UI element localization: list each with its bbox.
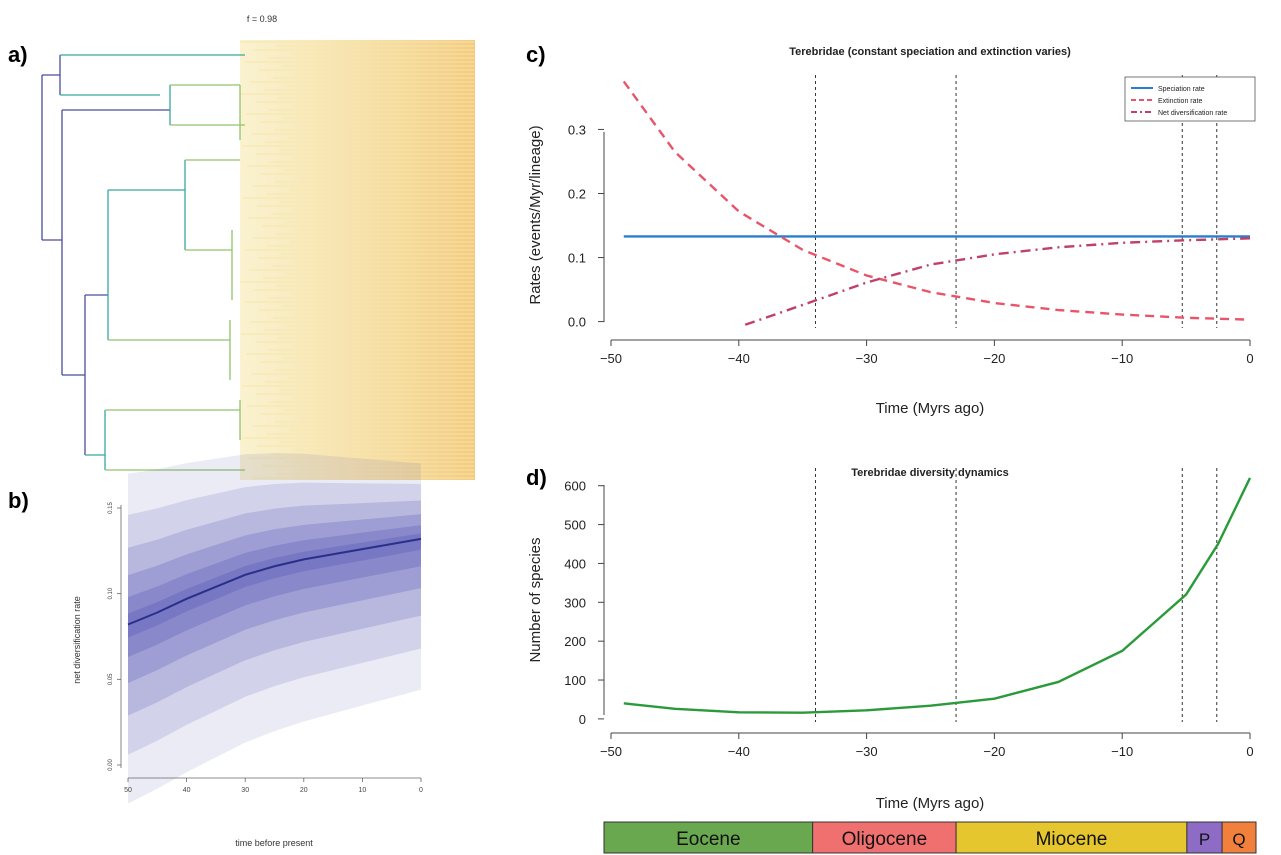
chart-d-xlabel: Time (Myrs ago) — [876, 795, 985, 812]
chart-c-legend-box — [1124, 76, 1256, 122]
chart-d-y-tick-label: 500 — [564, 518, 586, 533]
chart-b-y-tick-label: 0.15 — [108, 502, 114, 514]
epoch-label: Eocene — [676, 829, 740, 850]
chart-d-epoch-lines — [814, 468, 1218, 722]
chart-c-y-tick-label: 0.3 — [568, 122, 586, 137]
geologic-timescale: Eocene Oligocene Miocene P Q — [603, 821, 1257, 854]
chart-d-y-tick-label: 200 — [564, 634, 586, 649]
chart-d-x-tick-label: −30 — [856, 744, 878, 759]
chart-c-x-tick-label: −50 — [600, 351, 622, 366]
chart-b-x-tick-label: 30 — [241, 787, 249, 794]
chart-c-legend-label: Extinction rate — [1158, 98, 1202, 105]
panel-letter-c: c) — [526, 42, 546, 67]
chart-b-x-tick-label: 50 — [124, 787, 132, 794]
chart-d-y-tick-label: 0 — [579, 712, 586, 727]
tree-label: f = 0.98 — [247, 14, 277, 24]
chart-d-x-tick-label: −20 — [983, 744, 1005, 759]
epoch-oligocene — [812, 821, 957, 854]
chart-b-xlabel: time before present — [235, 838, 313, 848]
chart-d-x-tick-label: −50 — [600, 744, 622, 759]
epoch-label: Oligocene — [842, 829, 928, 850]
chart-d-series-line — [623, 477, 1252, 714]
chart-c-xlabel: Time (Myrs ago) — [876, 400, 985, 417]
chart-c-series-line — [744, 237, 1251, 326]
chart-d-x-tick-label: −10 — [1111, 744, 1133, 759]
chart-c-legend: Speciation rate Extinction rate Net divers… — [1124, 76, 1256, 122]
chart-c-x-tick-label: −10 — [1111, 351, 1133, 366]
chart-b-y-ticks: 0.00 0.05 0.10 0.15 — [108, 502, 121, 771]
chart-b-band-layer — [128, 514, 421, 684]
epoch-eocene — [603, 821, 814, 854]
chart-d-y-tick-label: 400 — [564, 556, 586, 571]
chart-d-y-tick-label: 100 — [564, 673, 586, 688]
chart-b-y-tick-label: 0.00 — [108, 759, 114, 771]
epoch-label: Miocene — [1036, 829, 1108, 850]
panel-letter-a: a) — [8, 42, 28, 67]
chart-b-band-layer — [128, 533, 421, 638]
chart-c-legend-label: Net diversification rate — [1158, 110, 1227, 117]
chart-b-x-ticks: 50 40 30 20 10 0 — [124, 778, 423, 794]
chart-c-y-ticks: 0.0 0.1 0.2 0.3 — [568, 122, 604, 330]
chart-c-series — [622, 80, 1251, 326]
chart-c-x-tick-label: −20 — [983, 351, 1005, 366]
chart-b-x-tick-label: 0 — [419, 787, 423, 794]
chart-c-ylabel: Rates (events/Myr/lineage) — [527, 125, 544, 304]
chart-b-x-tick-label: 10 — [359, 787, 367, 794]
chart-d-y-tick-label: 600 — [564, 479, 586, 494]
epoch-p — [1186, 821, 1223, 854]
epoch-label: P — [1199, 830, 1210, 849]
chart-c-y-tick-label: 0.2 — [568, 186, 586, 201]
chart-b-line — [127, 537, 422, 626]
chart-b-ylabel: net diversification rate — [72, 596, 82, 684]
chart-b-y-tick-label: 0.05 — [108, 673, 114, 685]
chart-d: Terebridae diversity dynamics −50 −40 −30−… — [527, 467, 1254, 812]
tree-backbone — [41, 54, 245, 471]
chart-c-legend-label: Speciation rate — [1158, 86, 1205, 93]
chart-b-uncertainty-band — [128, 453, 421, 804]
chart-b-x-tick-label: 40 — [183, 787, 191, 794]
chart-c-title: Terebridae (constant speciation and exti… — [789, 46, 1071, 58]
chart-c-y-tick-label: 0.0 — [568, 315, 586, 330]
chart-b-band-layer — [128, 500, 421, 716]
chart-c-x-tick-label: −30 — [856, 351, 878, 366]
epoch-label: Q — [1232, 830, 1245, 849]
chart-b-band-layer — [128, 482, 421, 755]
chart-b-y-tick-label: 0.10 — [108, 587, 114, 599]
panel-letter-b: b) — [8, 488, 29, 513]
chart-c-x-tick-label: −40 — [728, 351, 750, 366]
chart-d-x-ticks: −50 −40 −30 −20 −10 0 — [600, 733, 1254, 759]
chart-b-band-layer — [128, 453, 421, 804]
phylogenetic-tree: f = 0.98 — [41, 14, 475, 480]
chart-d-series — [623, 477, 1252, 714]
chart-b-x-tick-label: 20 — [300, 787, 308, 794]
chart-d-y-ticks: 0 100 200 300 400 500 600 — [564, 479, 604, 727]
chart-d-x-tick-label: −40 — [728, 744, 750, 759]
chart-c: Terebridae (constant speciation and exti… — [527, 46, 1256, 417]
chart-c-x-ticks: −50 −40 −30 −20 −10 0 — [600, 340, 1254, 366]
chart-d-ylabel: Number of species — [527, 537, 544, 662]
chart-d-x-tick-label: 0 — [1246, 744, 1253, 759]
chart-b-band-layer — [128, 525, 421, 658]
chart-c-series-line — [622, 80, 1251, 321]
tree-tip-branches — [240, 41, 474, 479]
chart-d-title: Terebridae diversity dynamics — [851, 467, 1009, 479]
epoch-q — [1221, 821, 1257, 854]
chart-b: 50 40 30 20 10 0 0.00 0.05 0.10 0.15 time before… — [72, 453, 423, 848]
chart-d-y-tick-label: 300 — [564, 595, 586, 610]
chart-c-x-tick-label: 0 — [1246, 351, 1253, 366]
panel-letter-d: d) — [526, 465, 547, 490]
chart-c-y-tick-label: 0.1 — [568, 251, 586, 266]
